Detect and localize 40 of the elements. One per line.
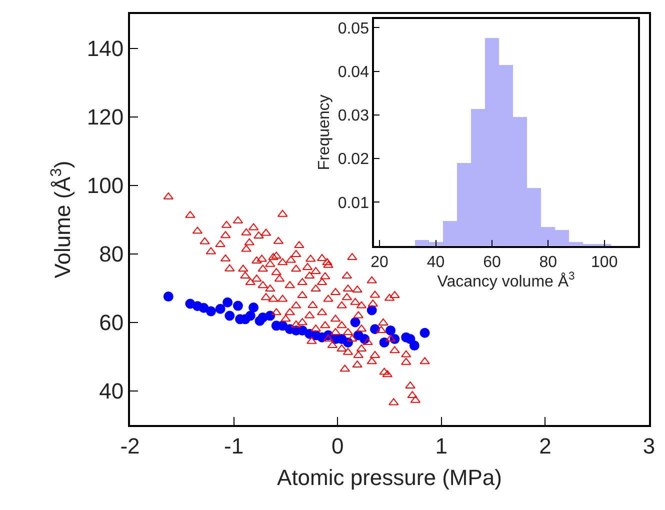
y-tick-label: 140 (86, 36, 124, 61)
x-tick-label: 80 (539, 254, 558, 271)
x-tick-label: 20 (370, 254, 389, 271)
x-tick-label: 100 (591, 254, 618, 271)
y-tick-label: 100 (86, 172, 124, 198)
x-tick-label: 40 (426, 254, 445, 271)
y-tick-label: 0.03 (338, 108, 370, 125)
point (350, 317, 360, 328)
y-tick-label: 120 (86, 104, 124, 130)
point (222, 297, 233, 308)
y-axis-title: Frequency (316, 94, 334, 170)
point (265, 310, 276, 321)
point (248, 302, 259, 313)
point (409, 340, 420, 351)
x-axis-title: Vacancy volume Å$^{3}$ (437, 270, 575, 290)
y-tick-label: 0.05 (338, 20, 370, 38)
point (420, 328, 430, 338)
x-tick-label: 0 (331, 433, 344, 458)
point (232, 300, 243, 311)
x-tick-label: -1 (224, 433, 244, 458)
x-tick-label: 1 (435, 433, 448, 458)
point (370, 324, 380, 334)
x-tick-label: 60 (483, 254, 501, 271)
point (379, 337, 390, 348)
point (386, 325, 396, 336)
point (206, 306, 216, 316)
y-tick-label: 40 (99, 378, 124, 404)
x-axis-title: Atomic pressure (MPa) (277, 464, 502, 490)
y-tick-label: 0.01 (338, 194, 370, 212)
point (224, 310, 235, 321)
point (366, 305, 377, 316)
point (245, 310, 256, 321)
y-tick-label: 0.04 (338, 64, 370, 81)
x-tick-label: -2 (120, 433, 140, 458)
y-tick-label: 60 (99, 310, 124, 335)
y-tick-label: 0.02 (338, 151, 370, 168)
point (215, 304, 226, 314)
x-tick-label: 3 (642, 433, 656, 458)
x-tick-label: 2 (539, 433, 552, 458)
point (163, 292, 174, 302)
